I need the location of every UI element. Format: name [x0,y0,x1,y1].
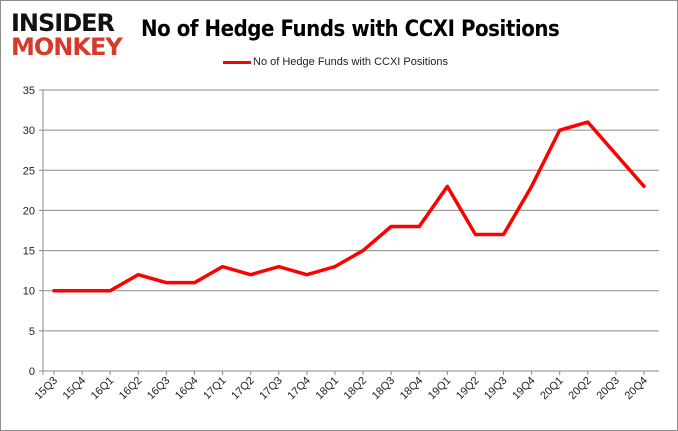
x-tick-label: 16Q3 [145,375,173,403]
x-tick-label: 20Q3 [595,375,623,403]
y-tick-label: 0 [29,366,35,378]
x-tick-label: 19Q1 [426,375,454,403]
legend: No of Hedge Funds with CCXI Positions [223,56,448,68]
insider-monkey-logo: INSIDER MONKEY [11,9,126,61]
x-tick-label: 19Q3 [482,375,510,403]
x-tick-label: 16Q2 [117,375,145,403]
logo-line-2: MONKEY [11,33,123,61]
x-tick-label: 20Q2 [566,375,594,403]
x-tick-label: 20Q4 [623,375,651,403]
chart-title: No of Hedge Funds with CCXI Positions [141,17,560,42]
logo-line-1: INSIDER [11,9,115,37]
x-tick-label: 18Q4 [398,375,426,403]
y-tick-label: 25 [23,165,35,177]
x-tick-label: 18Q3 [370,375,398,403]
x-tick-label: 17Q2 [229,375,257,403]
y-tick-label: 30 [23,125,35,137]
x-tick-label: 17Q1 [201,375,229,403]
x-tick-label: 17Q4 [285,375,313,403]
x-tick-label: 19Q4 [510,375,538,403]
series-line [52,120,646,293]
y-tick-label: 20 [23,205,35,217]
x-tick-label: 18Q1 [314,375,342,403]
legend-label: No of Hedge Funds with CCXI Positions [253,56,449,68]
x-tick-label: 15Q3 [33,375,61,403]
x-tick-label: 20Q1 [538,375,566,403]
x-tick-label: 17Q3 [257,375,285,403]
x-tick-label: 16Q4 [173,375,201,403]
y-tick-label: 10 [23,286,35,298]
y-tick-label: 15 [23,246,35,258]
y-tick-label: 35 [23,85,35,97]
y-tick-label: 5 [29,326,35,338]
x-tick-label: 15Q4 [61,375,89,403]
x-tick-label: 19Q2 [454,375,482,403]
legend-swatch [223,60,251,64]
x-tick-label: 18Q2 [342,375,370,403]
x-tick-label: 16Q1 [89,375,117,403]
